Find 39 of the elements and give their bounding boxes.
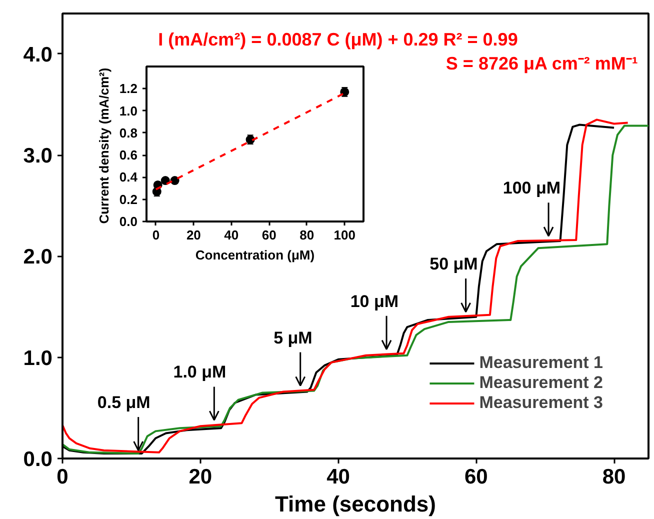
x-axis-title: Concentration (μM)	[195, 248, 315, 262]
y-tick-label: 1.2	[119, 81, 138, 96]
y-tick-label: 0.4	[119, 170, 138, 185]
x-tick-label: 60	[464, 466, 488, 488]
y-tick-label: 0.2	[119, 192, 138, 207]
x-tick-label: 40	[224, 228, 239, 242]
y-tick-label: 2.0	[23, 246, 53, 269]
y-tick-label: 0.6	[119, 148, 138, 163]
annotation: 100 μM	[502, 178, 561, 198]
y-axis-title: Current density (mA/cm²)	[96, 68, 112, 224]
x-tick-label: 0	[152, 228, 160, 242]
y-tick-label: 0.0	[23, 448, 53, 471]
x-tick-label: 0	[56, 466, 68, 488]
x-tick-label: 80	[602, 466, 626, 488]
x-tick-label: 40	[326, 466, 350, 488]
y-tick-label: 0.0	[119, 214, 138, 229]
x-tick-label: 60	[262, 228, 276, 242]
annotation: 5 μM	[274, 328, 312, 348]
y-tick-label: 1.0	[119, 103, 138, 118]
annotation: I (mA/cm²) = 0.0087 C (μM) + 0.29 R² = 0.99	[158, 30, 518, 50]
legend-label: Measurement 1	[479, 353, 603, 373]
point	[160, 176, 170, 186]
annotation: 50 μM	[430, 254, 478, 274]
y-tick-label: 1.0	[23, 346, 53, 370]
x-axis-title: Time (seconds)	[275, 492, 436, 516]
annotation: 10 μM	[350, 292, 399, 311]
x-tick-label: 20	[188, 466, 212, 488]
x-tick-label: 80	[300, 228, 314, 242]
annotation: 0.5 μM	[97, 392, 150, 412]
y-tick-label: 0.8	[119, 125, 138, 140]
annotation: S = 8726 μA cm⁻² mM⁻¹	[446, 54, 638, 74]
x-tick-label: 100	[334, 228, 356, 242]
x-tick-label: 20	[186, 228, 201, 242]
y-tick-label: 4.0	[23, 43, 53, 66]
legend-label: Measurement 2	[479, 373, 603, 393]
y-tick-label: 3.0	[23, 144, 53, 168]
point	[170, 176, 180, 186]
annotation: 1.0 μM	[173, 362, 226, 382]
legend-label: Measurement 3	[479, 393, 603, 413]
